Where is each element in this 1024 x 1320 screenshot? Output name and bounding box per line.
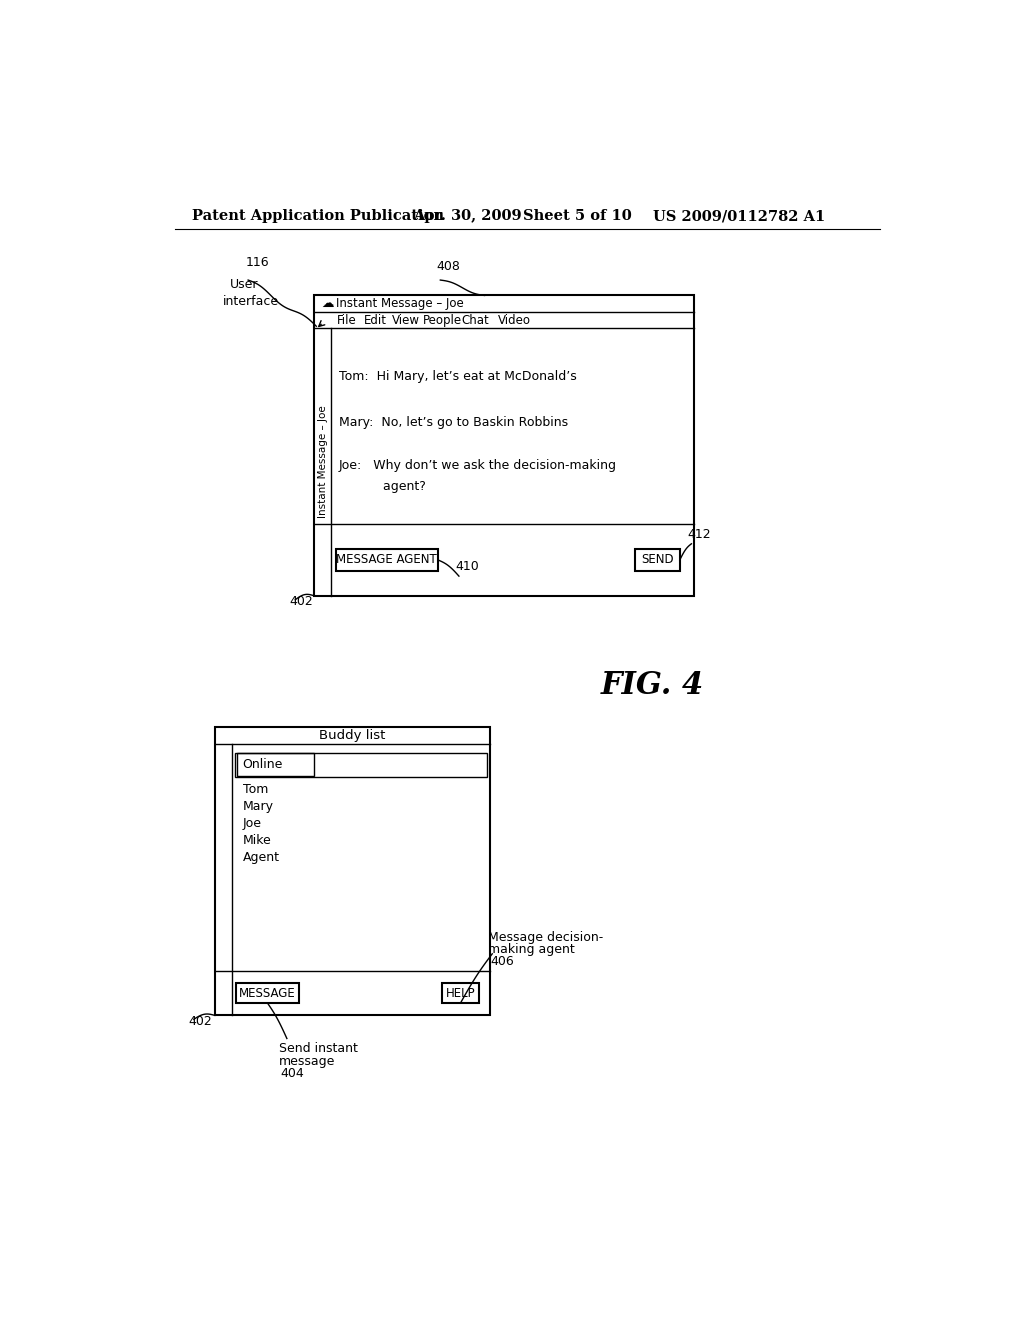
Text: Mary:  No, let’s go to Baskin Robbins: Mary: No, let’s go to Baskin Robbins	[339, 416, 568, 429]
Text: Joe: Joe	[243, 817, 262, 830]
Text: message: message	[280, 1055, 336, 1068]
Text: Sheet 5 of 10: Sheet 5 of 10	[523, 209, 632, 223]
Text: 404: 404	[281, 1067, 304, 1080]
Text: Mike: Mike	[243, 834, 271, 847]
Bar	[215, 726, 489, 1015]
Bar	[635, 549, 680, 570]
Text: Mary: Mary	[243, 800, 273, 813]
Text: Agent: Agent	[243, 851, 280, 865]
Text: User: User	[230, 277, 259, 290]
Text: interface: interface	[222, 294, 279, 308]
Text: MESSAGE: MESSAGE	[240, 986, 296, 999]
Text: Patent Application Publication: Patent Application Publication	[191, 209, 443, 223]
Text: People: People	[423, 314, 462, 326]
Text: View: View	[391, 314, 420, 326]
Bar	[236, 983, 299, 1003]
Text: 408: 408	[436, 260, 461, 273]
Text: File: File	[337, 314, 357, 326]
Bar	[237, 752, 314, 776]
Text: Tom: Tom	[243, 783, 268, 796]
Text: making agent: making agent	[488, 942, 575, 956]
Text: Edit: Edit	[364, 314, 387, 326]
Text: Instant Message – Joe: Instant Message – Joe	[336, 297, 464, 310]
Text: HELP: HELP	[445, 986, 475, 999]
Text: 410: 410	[455, 560, 479, 573]
Text: Instant Message – Joe: Instant Message – Joe	[317, 405, 328, 519]
Text: 406: 406	[489, 956, 514, 969]
Bar	[336, 549, 438, 570]
Text: SEND: SEND	[641, 553, 674, 566]
Bar	[442, 983, 479, 1003]
Text: Buddy list: Buddy list	[319, 729, 386, 742]
Text: 412: 412	[687, 528, 712, 541]
Text: 402: 402	[188, 1015, 212, 1028]
Bar	[314, 296, 693, 595]
Text: US 2009/0112782 A1: US 2009/0112782 A1	[653, 209, 825, 223]
Text: Message decision-: Message decision-	[488, 931, 603, 944]
Text: MESSAGE AGENT: MESSAGE AGENT	[337, 553, 437, 566]
Text: Online: Online	[243, 758, 283, 771]
Text: 402: 402	[289, 595, 313, 609]
Text: Apr. 30, 2009: Apr. 30, 2009	[414, 209, 522, 223]
Text: agent?: agent?	[339, 480, 426, 494]
Text: Tom:  Hi Mary, let’s eat at McDonald’s: Tom: Hi Mary, let’s eat at McDonald’s	[339, 370, 577, 383]
Text: ☁: ☁	[321, 297, 334, 310]
Text: 116: 116	[246, 256, 269, 269]
Text: Chat: Chat	[461, 314, 489, 326]
Bar	[234, 752, 486, 777]
Text: FIG. 4: FIG. 4	[601, 671, 705, 701]
Text: Send instant: Send instant	[280, 1043, 358, 1056]
Text: Video: Video	[498, 314, 530, 326]
Text: Joe:   Why don’t we ask the decision-making: Joe: Why don’t we ask the decision-makin…	[339, 459, 616, 471]
